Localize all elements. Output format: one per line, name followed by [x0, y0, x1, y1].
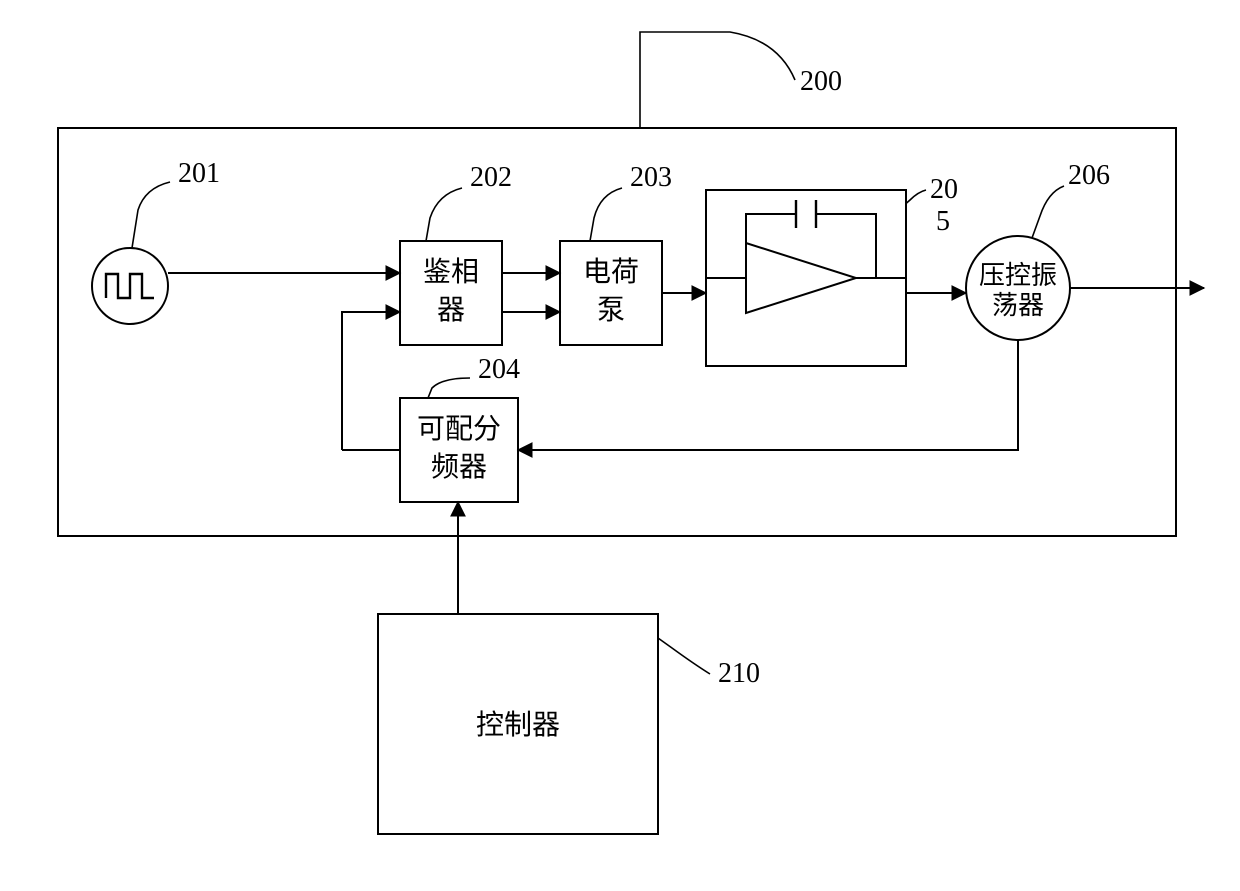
ref-205-a: 20 [930, 174, 958, 205]
ref-206: 206 [1068, 160, 1110, 191]
lead-204 [428, 378, 470, 398]
ref-202: 202 [470, 162, 512, 193]
lead-206 [1032, 186, 1064, 238]
ref-205-b: 5 [936, 206, 950, 237]
ref-204: 204 [478, 354, 520, 385]
vco-label-1: 压控振 [979, 261, 1057, 290]
lead-210 [658, 638, 710, 674]
controller-label: 控制器 [476, 709, 560, 741]
divider-label-2: 频器 [431, 451, 487, 483]
divider-label-1: 可配分 [417, 414, 501, 445]
phase-detector-label-1: 鉴相 [423, 256, 479, 288]
ref-203: 203 [630, 162, 672, 193]
charge-pump-label-1: 电荷 [583, 256, 639, 288]
ref-201: 201 [178, 158, 220, 189]
wire-div-to-pd [342, 312, 400, 450]
lead-200 [640, 32, 795, 128]
ref-210: 210 [718, 658, 760, 689]
charge-pump-label-2: 泵 [597, 295, 625, 326]
lead-201 [132, 182, 170, 248]
vco-label-2: 荡器 [992, 291, 1044, 320]
lead-202 [426, 188, 462, 241]
ref-200: 200 [800, 66, 842, 97]
phase-detector-label-2: 器 [437, 295, 465, 326]
lead-203 [590, 188, 622, 241]
